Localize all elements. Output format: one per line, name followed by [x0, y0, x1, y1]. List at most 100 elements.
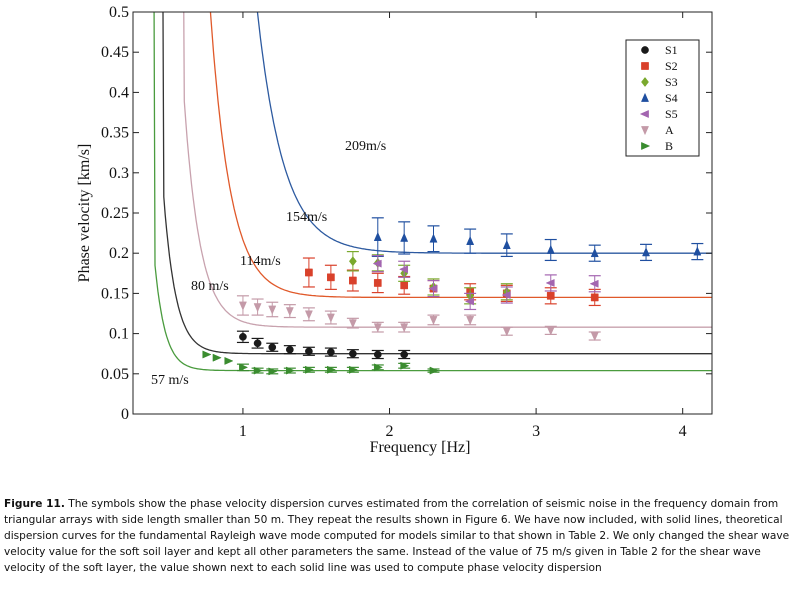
- data-point: [464, 297, 474, 306]
- data-point: [373, 323, 382, 333]
- legend-marker-s3: [641, 76, 649, 88]
- x-tick-label: 3: [532, 423, 540, 440]
- data-point: [268, 367, 278, 376]
- legend-marker-s4: [641, 92, 649, 102]
- data-point: [546, 244, 555, 254]
- data-point: [429, 366, 439, 375]
- curve-label-80: 80 m/s: [191, 279, 229, 294]
- data-point: [253, 303, 262, 313]
- data-point: [202, 350, 212, 359]
- series-s5: [371, 255, 601, 311]
- data-point: [400, 232, 409, 242]
- y-axis-label: Phase velocity [km/s]: [76, 144, 93, 283]
- data-point: [400, 281, 409, 290]
- data-point: [327, 365, 337, 374]
- legend-label-s1: S1: [665, 43, 678, 57]
- data-point: [238, 301, 247, 311]
- data-point: [373, 231, 382, 241]
- axes: 0 0.05 0.1 0.15 0.2 0.25 0.3 0.35 0.4 0.45 0.5 1 2 3 4: [101, 4, 712, 440]
- legend-label-s5: S5: [665, 107, 678, 121]
- series-s1: [236, 330, 411, 360]
- legend-marker-s2: [641, 62, 649, 70]
- curve-label-209: 209m/s: [345, 139, 386, 154]
- figure-label: Figure 11.: [4, 498, 65, 510]
- data-point: [372, 259, 382, 268]
- data-point: [590, 332, 599, 342]
- data-point: [349, 349, 357, 358]
- legend: S1 S2 S3 S4 S5 A B: [625, 39, 700, 157]
- series-s2: [302, 257, 601, 307]
- data-point: [400, 350, 409, 359]
- data-point: [327, 273, 335, 282]
- curve-labels: 57 m/s 80 m/s 114m/s 154m/s 209m/s: [151, 139, 386, 388]
- legend-box: [625, 39, 700, 157]
- data-point: [305, 365, 315, 374]
- y-tick-label: 0.2: [109, 245, 129, 262]
- theory-curve: [256, 12, 712, 254]
- data-point: [428, 284, 438, 293]
- data-point: [224, 356, 234, 365]
- data-point: [546, 291, 555, 300]
- dispersion-chart: 0 0.05 0.1 0.15 0.2 0.25 0.3 0.35 0.4 0.45 0.5 1 2 3 4…: [76, 4, 713, 456]
- theory-curve: [153, 12, 712, 372]
- x-tick-label: 4: [679, 423, 687, 440]
- data-point: [305, 268, 313, 277]
- data-point: [253, 339, 262, 348]
- data-point: [373, 363, 384, 372]
- theory-curve: [162, 12, 712, 355]
- data-point: [642, 247, 651, 257]
- curve-label-114: 114m/s: [240, 254, 281, 269]
- data-point: [545, 278, 555, 287]
- figure-caption: Figure 11. The symbols show the phase ve…: [4, 496, 790, 576]
- data-point: [349, 365, 359, 374]
- data-point: [400, 361, 410, 370]
- x-tick-label: 2: [386, 423, 394, 440]
- data-point: [212, 353, 222, 362]
- data-point: [373, 350, 382, 359]
- data-point: [429, 233, 438, 243]
- legend-marker-a: [641, 126, 649, 136]
- series-s4: [371, 217, 704, 262]
- data-point: [349, 276, 357, 285]
- y-tick-label: 0.15: [101, 285, 129, 302]
- y-tick-label: 0.35: [101, 125, 129, 142]
- x-axis-label: Frequency [Hz]: [370, 439, 471, 456]
- caption-text: The symbols show the phase velocity disp…: [4, 498, 790, 574]
- legend-marker-s5: [639, 110, 649, 118]
- data-point: [693, 246, 702, 256]
- data-point: [305, 347, 313, 356]
- data-point: [285, 307, 294, 317]
- data-point: [239, 363, 249, 372]
- data-point: [590, 293, 599, 302]
- data-point: [466, 316, 475, 326]
- legend-label-s4: S4: [665, 91, 678, 105]
- curve-label-57: 57 m/s: [151, 373, 189, 388]
- data-series: [202, 217, 704, 376]
- series-a: [236, 295, 601, 342]
- data-point: [285, 366, 296, 375]
- y-tick-label: 0.4: [109, 84, 129, 101]
- data-point: [546, 326, 555, 336]
- data-point: [326, 313, 335, 323]
- data-point: [268, 305, 277, 315]
- data-point: [348, 319, 357, 329]
- legend-marker-s1: [641, 46, 649, 54]
- y-tick-label: 0.3: [109, 165, 129, 182]
- legend-label-b: B: [665, 139, 673, 153]
- data-point: [398, 265, 409, 274]
- legend-marker-b: [641, 142, 651, 150]
- data-point: [502, 239, 511, 250]
- data-point: [501, 291, 511, 299]
- y-tick-label: 0.25: [101, 205, 129, 222]
- legend-label-a: A: [665, 123, 674, 137]
- theory-curve: [183, 12, 712, 328]
- legend-label-s3: S3: [665, 75, 678, 89]
- data-point: [285, 345, 294, 354]
- data-point: [373, 279, 382, 287]
- theory-curve: [209, 12, 712, 299]
- y-tick-label: 0.1: [109, 326, 129, 343]
- series-b: [202, 350, 440, 376]
- y-tick-label: 0.5: [109, 4, 129, 21]
- data-point: [400, 323, 409, 333]
- theory-curves: [153, 12, 712, 372]
